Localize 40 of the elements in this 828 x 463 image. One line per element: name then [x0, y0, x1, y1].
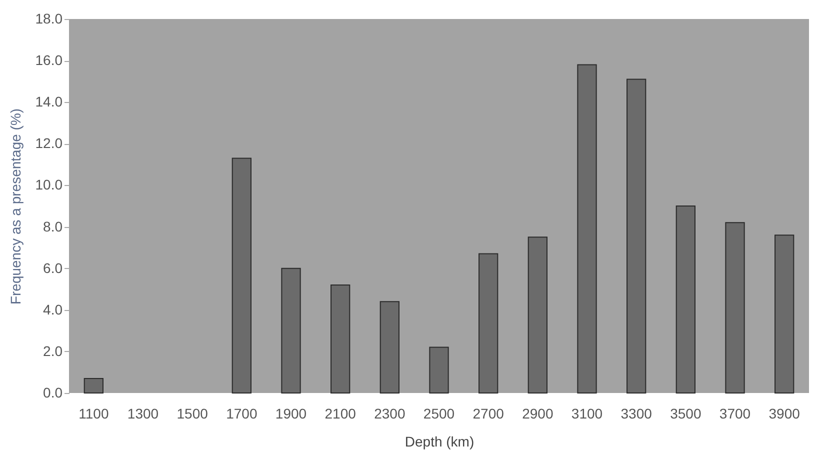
y-tick-label: 18.0 [35, 10, 63, 26]
x-tick-label: 1900 [275, 406, 307, 422]
x-tick-label: 3300 [620, 406, 652, 422]
y-tick-label: 4.0 [43, 301, 63, 318]
x-tick-label: 1100 [78, 406, 109, 422]
y-axis-title: Frequency as a presentage (%) [7, 108, 24, 305]
x-tick-label: 2100 [324, 406, 356, 422]
x-tick-label: 2700 [472, 406, 504, 422]
bar [380, 301, 400, 394]
bar [232, 158, 252, 394]
bar [725, 222, 745, 394]
x-tick-label: 1700 [226, 406, 258, 422]
bar [577, 64, 597, 394]
x-tick-label: 2300 [374, 406, 406, 422]
x-tick-label: 3100 [571, 406, 603, 422]
y-tick-label: 10.0 [35, 176, 63, 193]
bar [626, 78, 646, 394]
y-tick-label: 2.0 [43, 342, 63, 359]
bar [84, 378, 104, 394]
y-tick-label: 0.0 [43, 384, 63, 400]
x-tick-label: 2900 [522, 406, 554, 422]
bar [281, 268, 301, 394]
y-tick-label: 8.0 [43, 218, 63, 234]
y-tick-label: 12.0 [35, 135, 63, 152]
bar [774, 234, 794, 394]
x-tick-label: 3900 [768, 406, 800, 422]
x-tick-label: 1300 [127, 406, 159, 422]
bar [676, 206, 696, 394]
bar [429, 346, 449, 394]
x-tick-label: 1500 [176, 406, 208, 422]
y-tick-label: 16.0 [35, 52, 63, 68]
y-tick-label: 14.0 [35, 94, 63, 110]
x-tick-label: 3500 [670, 406, 702, 422]
x-tick-label: 2500 [423, 406, 455, 422]
x-tick-label: 3700 [719, 406, 751, 422]
bar [478, 253, 498, 394]
y-tick-label: 6.0 [43, 260, 63, 276]
bar [528, 236, 548, 394]
x-axis-title: Depth (km) [404, 434, 474, 450]
bar [330, 284, 350, 394]
